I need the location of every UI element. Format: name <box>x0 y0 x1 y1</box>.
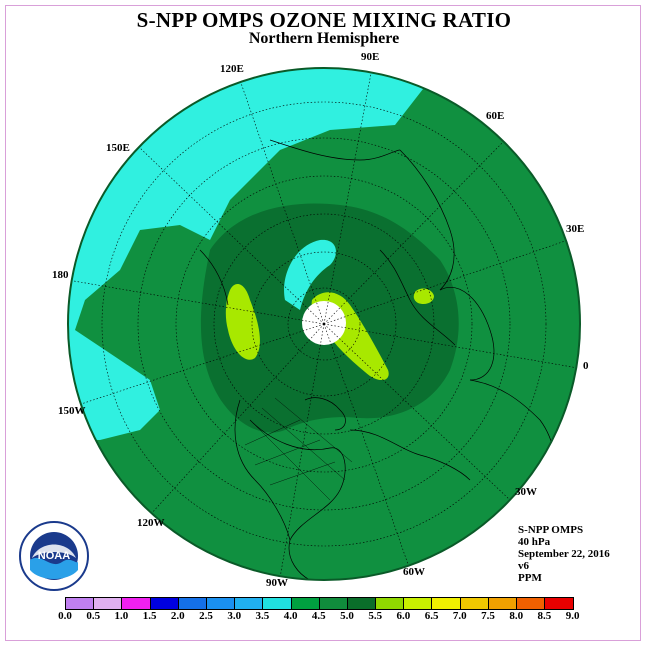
lon-label-120e: 120E <box>220 63 244 75</box>
colorbar-swatch <box>178 598 207 609</box>
meridian-grid <box>68 68 579 579</box>
colorbar-swatch <box>122 598 151 609</box>
colorbar-swatch <box>404 598 433 609</box>
lon-label-150w: 150W <box>58 405 86 417</box>
colorbar-tick-label: 4.5 <box>311 610 326 622</box>
lon-label-60w: 60W <box>403 566 425 578</box>
colorbar-ticks: 0.0 0.5 1.0 1.5 2.0 2.5 3.0 3.5 4.0 4.5 5.0 5.5 6.0 6… <box>0 610 648 624</box>
noaa-logo: NOAA <box>19 521 89 591</box>
ozone-high-region-3 <box>413 288 434 305</box>
colorbar-swatch <box>545 598 574 609</box>
colorbar-tick-label: 2.0 <box>170 610 185 622</box>
colorbar-swatch <box>347 598 377 609</box>
colorbar-swatch <box>263 598 292 609</box>
colorbar-swatch <box>206 598 236 609</box>
lon-label-150e: 150E <box>106 142 130 154</box>
ozone-low-region <box>68 68 580 440</box>
colorbar-tick-label: 2.5 <box>199 610 213 622</box>
colorbar-tick-label: 6.5 <box>424 610 439 622</box>
info-units: PPM <box>518 572 542 584</box>
colorbar <box>65 597 575 610</box>
latitude-grid <box>101 101 547 547</box>
colorbar-tick-label: 4.0 <box>283 610 298 622</box>
info-version: v6 <box>518 560 529 572</box>
lon-label-180: 180 <box>52 269 69 281</box>
colorbar-tick-label: 1.5 <box>142 610 157 622</box>
colorbar-tick-label: 8.5 <box>537 610 552 622</box>
info-date: September 22, 2016 <box>518 548 610 560</box>
lon-label-90w: 90W <box>266 577 288 589</box>
lon-label-90e: 90E <box>361 51 380 63</box>
colorbar-tick-label: 7.5 <box>481 610 495 622</box>
colorbar-swatch <box>376 598 405 609</box>
ozone-low-inner <box>284 239 336 310</box>
colorbar-tick-label: 3.5 <box>255 610 270 622</box>
map-subtitle: Northern Hemisphere <box>248 30 400 47</box>
colorbar-swatch <box>94 598 123 609</box>
lon-label-0: 0 <box>583 360 589 372</box>
map-title: S-NPP OMPS OZONE MIXING RATIO <box>136 8 512 32</box>
map-boundary <box>67 67 581 581</box>
colorbar-swatch <box>66 598 95 609</box>
colorbar-tick-label: 1.0 <box>114 610 129 622</box>
colorbar-tick-label: 8.0 <box>509 610 524 622</box>
lon-label-30w: 30W <box>515 486 537 498</box>
info-pressure: 40 hPa <box>518 536 551 548</box>
us-state-grid <box>244 397 353 501</box>
colorbar-swatch <box>150 598 179 609</box>
colorbar-tick-label: 5.5 <box>368 610 383 622</box>
colorbar-swatch <box>460 598 489 609</box>
colorbar-swatch <box>291 598 320 609</box>
lon-label-60e: 60E <box>486 110 505 122</box>
lon-label-120w: 120W <box>137 517 165 529</box>
colorbar-swatch <box>319 598 348 609</box>
lon-label-30e: 30E <box>566 223 585 235</box>
figure-frame <box>5 5 641 641</box>
colorbar-tick-label: 5.0 <box>340 610 354 622</box>
colorbar-tick-label: 7.0 <box>452 610 467 622</box>
colorbar-tick-label: 9.0 <box>565 610 580 622</box>
colorbar-tick-label: 0.5 <box>86 610 101 622</box>
colorbar-tick-label: 6.0 <box>396 610 411 622</box>
colorbar-tick-label: 3.0 <box>227 610 242 622</box>
info-panel: S-NPP OMPS 40 hPa September 22, 2016 v6 … <box>518 524 610 584</box>
colorbar-tick-label: 0.0 <box>58 610 72 622</box>
ozone-high-region-1 <box>225 284 260 360</box>
colorbar-swatch <box>432 598 461 609</box>
colorbar-swatch <box>235 598 264 609</box>
info-instrument: S-NPP OMPS <box>518 524 584 536</box>
colorbar-swatch <box>488 598 517 609</box>
colorbar-swatch <box>517 598 546 609</box>
noaa-logo-text: NOAA <box>38 550 70 562</box>
